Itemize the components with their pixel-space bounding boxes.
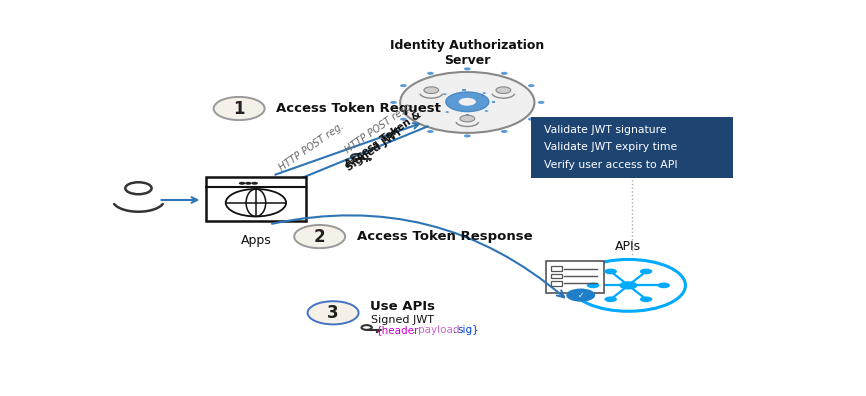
Circle shape (572, 259, 686, 311)
Circle shape (464, 134, 471, 137)
Circle shape (501, 130, 507, 133)
Circle shape (619, 281, 637, 289)
Text: Access Token Response: Access Token Response (357, 230, 533, 243)
Circle shape (566, 289, 595, 302)
FancyBboxPatch shape (546, 261, 604, 293)
Text: Access Token Request: Access Token Request (276, 102, 441, 115)
FancyBboxPatch shape (205, 177, 307, 221)
Bar (443, 93, 447, 95)
Circle shape (459, 98, 476, 106)
Circle shape (528, 118, 534, 121)
Bar (481, 92, 487, 94)
Circle shape (657, 282, 670, 288)
Text: {header: {header (375, 326, 419, 335)
Circle shape (460, 115, 475, 122)
FancyArrowPatch shape (272, 215, 564, 297)
Circle shape (251, 182, 258, 185)
Circle shape (464, 67, 471, 70)
Circle shape (239, 182, 245, 185)
Text: Use APIs: Use APIs (370, 300, 435, 313)
Text: Signed JWT: Signed JWT (372, 314, 435, 324)
Text: 2: 2 (313, 228, 326, 246)
Bar (436, 103, 439, 104)
Circle shape (423, 87, 439, 93)
Circle shape (400, 72, 534, 133)
Circle shape (390, 101, 397, 104)
Text: .: . (412, 326, 416, 335)
Bar (462, 89, 466, 91)
Circle shape (214, 97, 265, 120)
Bar (492, 101, 495, 103)
Text: ✓: ✓ (578, 291, 584, 300)
Circle shape (604, 268, 617, 274)
Circle shape (400, 84, 407, 87)
Bar (466, 114, 469, 116)
Circle shape (446, 92, 488, 112)
Text: Signed JWT: Signed JWT (345, 127, 405, 173)
Text: HTTP POST reg.: HTTP POST reg. (277, 121, 346, 173)
Text: HTTP POST resp.: HTTP POST resp. (344, 101, 417, 156)
Text: 3: 3 (327, 304, 339, 322)
Text: .: . (453, 326, 456, 335)
Bar (484, 110, 489, 112)
Text: sig}: sig} (457, 326, 479, 335)
Circle shape (538, 101, 545, 104)
Circle shape (245, 182, 252, 185)
Text: Access Token &: Access Token & (344, 109, 423, 169)
Bar (445, 111, 449, 113)
FancyBboxPatch shape (531, 117, 734, 178)
Text: Validate JWT signature
Validate JWT expiry time
Verify user access to API: Validate JWT signature Validate JWT expi… (545, 125, 678, 169)
Circle shape (640, 268, 652, 274)
Circle shape (496, 87, 511, 93)
Text: 1: 1 (233, 99, 245, 118)
Circle shape (294, 225, 346, 248)
Text: Identity Authorization
Server: Identity Authorization Server (391, 39, 545, 67)
Circle shape (640, 297, 652, 302)
Circle shape (427, 72, 434, 75)
Circle shape (604, 297, 617, 302)
Circle shape (528, 84, 534, 87)
Text: Apps: Apps (241, 234, 271, 247)
Circle shape (307, 301, 359, 324)
Circle shape (400, 118, 407, 121)
Circle shape (427, 130, 434, 133)
Text: APIs: APIs (616, 240, 642, 253)
Circle shape (587, 282, 599, 288)
Circle shape (501, 72, 507, 75)
Text: payload: payload (417, 326, 459, 335)
